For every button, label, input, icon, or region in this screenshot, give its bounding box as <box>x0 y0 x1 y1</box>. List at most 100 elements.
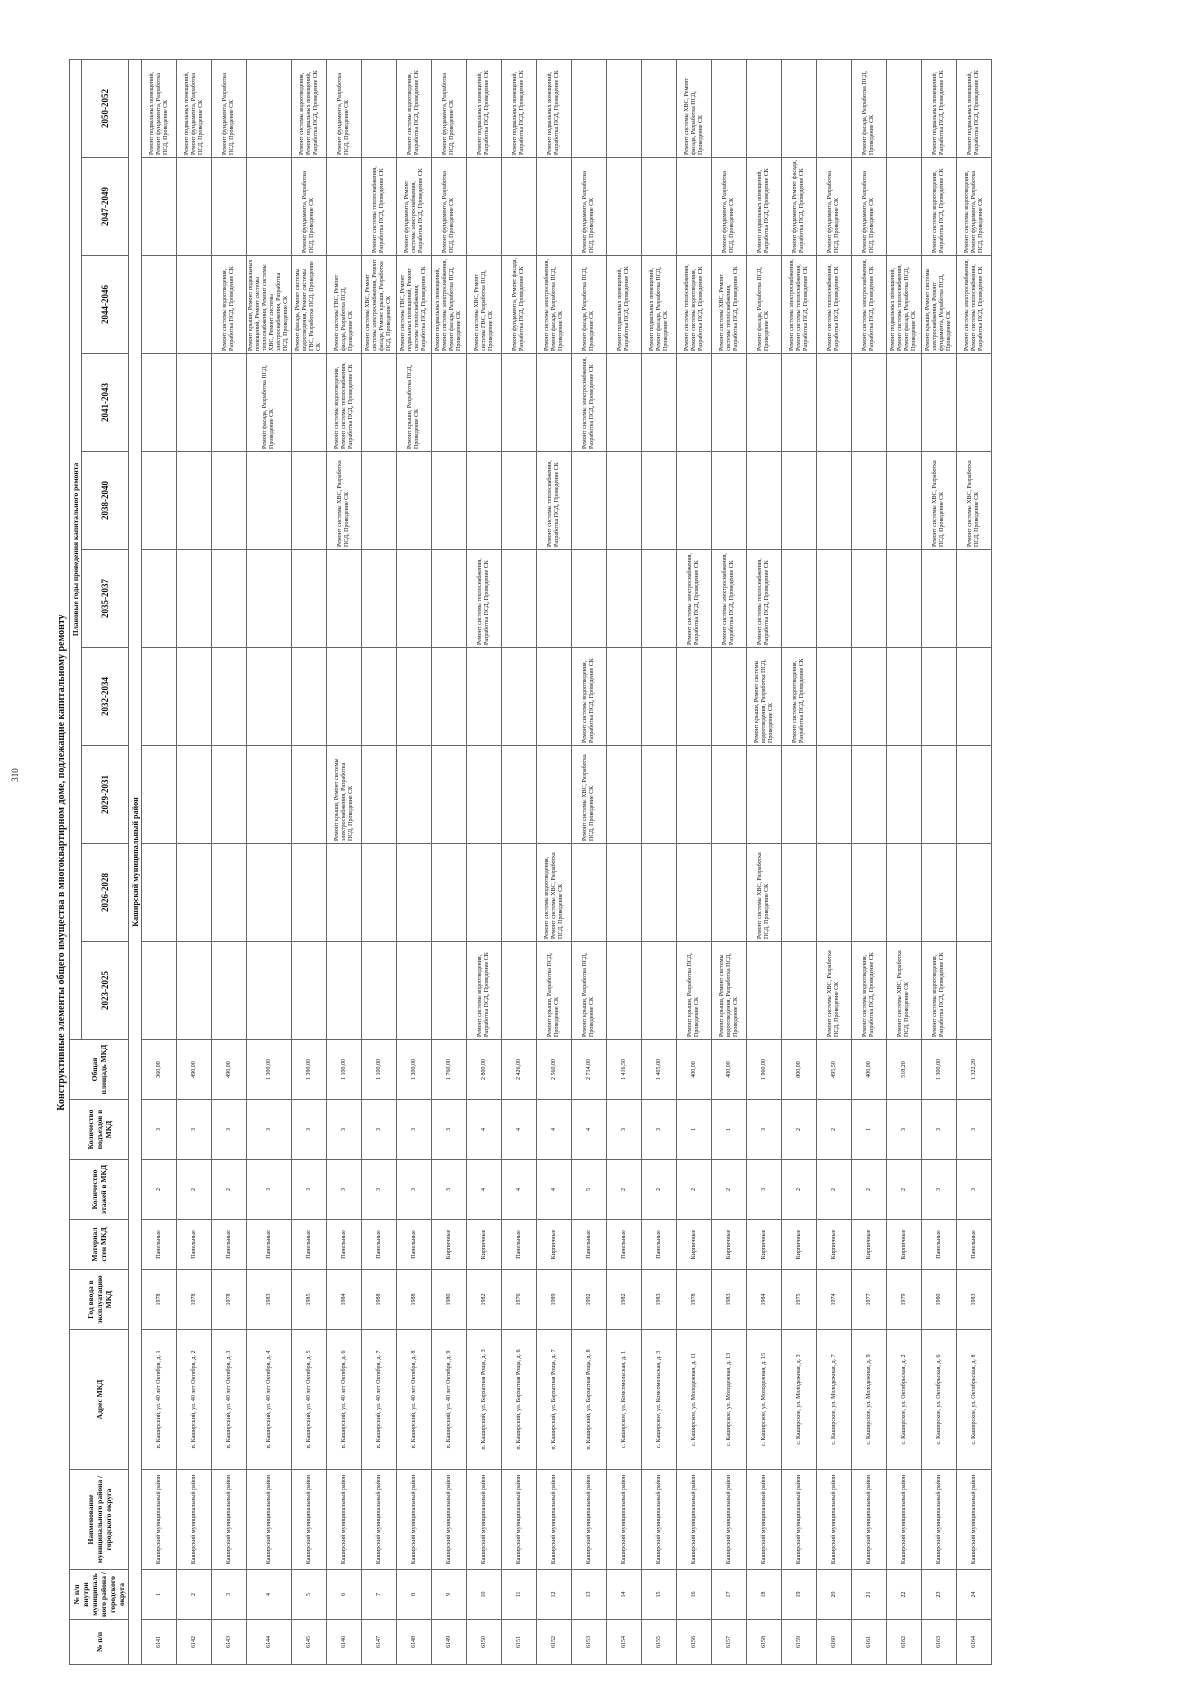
table-cell: 6142 <box>176 1619 212 1665</box>
table-cell: 2 560,00 <box>536 1039 572 1100</box>
table-cell: 6156 <box>676 1619 712 1665</box>
empty-cell <box>571 843 607 942</box>
empty-cell <box>641 549 677 648</box>
table-cell: 12 <box>536 1569 572 1620</box>
empty-cell <box>711 647 747 746</box>
table-cell: Ремонт фундамента, Ремонт фасада, Разраб… <box>501 255 537 354</box>
table-cell: Ремонт системы ХВС, Ремонт фасада, Разра… <box>676 59 712 158</box>
column-header: Общая площадь МКД <box>69 1039 129 1100</box>
table-cell: 1983 <box>641 1269 677 1330</box>
table-cell: Ремонт подвальных помещений, Ремонт фунд… <box>141 59 177 158</box>
table-cell: Каширский муниципальный район <box>431 1469 467 1570</box>
table-cell: Ремонт подвальных помещений, Разработка … <box>956 59 992 158</box>
empty-cell <box>211 941 247 1040</box>
empty-cell <box>956 353 992 452</box>
table-cell: 6155 <box>641 1619 677 1665</box>
table-cell: Ремонт подвальных помещений, Разработка … <box>536 59 572 158</box>
empty-cell <box>886 59 922 158</box>
table-cell: Ремонт системы ХВС, Ремонт системы ГВС, … <box>466 255 502 354</box>
table-cell: 6145 <box>291 1619 327 1665</box>
table-cell: Каширский муниципальный район <box>746 1469 782 1570</box>
table-cell: 1 760,00 <box>431 1039 467 1100</box>
table-cell: Панельные <box>396 1219 432 1270</box>
table-cell: 1980 <box>431 1269 467 1330</box>
table-cell: Ремонт системы водоотведения, Разработка… <box>851 941 887 1040</box>
table-cell: Ремонт системы ХВС, Разработка ПСД, Пров… <box>886 941 922 1040</box>
empty-cell <box>956 941 992 1040</box>
empty-cell <box>141 843 177 942</box>
table-cell: Ремонт системы водоотведения, Ремонт сис… <box>326 353 362 452</box>
table-row: 6161 21 Каширский муниципальный район с. Ка… <box>851 59 887 1665</box>
table-row: 6148 8 Каширский муниципальный район п. Каш… <box>396 59 432 1665</box>
empty-cell <box>291 353 327 452</box>
table-cell: 4 <box>536 1159 572 1220</box>
table-cell: Каширский муниципальный район <box>466 1469 502 1570</box>
table-cell: Кирпичные <box>711 1219 747 1270</box>
empty-cell <box>536 745 572 844</box>
empty-cell <box>676 843 712 942</box>
table-cell: 2 <box>641 1159 677 1220</box>
empty-cell <box>921 647 957 746</box>
table-cell: 6152 <box>536 1619 572 1665</box>
table-cell: 1 405,00 <box>641 1039 677 1100</box>
empty-cell <box>641 647 677 746</box>
empty-cell <box>536 647 572 746</box>
empty-cell <box>361 941 397 1040</box>
table-cell: с. Каширское, ул. Молодежная, д. 11 <box>676 1329 712 1470</box>
table-cell: Ремонт фундамента, Разработка ПСД, Прове… <box>326 59 362 158</box>
table-cell: 14 <box>606 1569 642 1620</box>
table-cell: 3 <box>396 1099 432 1160</box>
table-cell: Ремонт подвальных помещений, Разработка … <box>606 255 642 354</box>
table-cell: Ремонт системы водоотведения, Ремонт сис… <box>536 843 572 942</box>
empty-cell <box>711 745 747 844</box>
empty-cell <box>816 353 852 452</box>
empty-cell <box>641 157 677 256</box>
column-header: № п/п внутри муниципального района / гор… <box>69 1569 129 1620</box>
empty-cell <box>781 59 817 158</box>
table-cell: 1985 <box>291 1269 327 1330</box>
empty-cell <box>291 549 327 648</box>
table-cell: 1977 <box>851 1269 887 1330</box>
table-cell: Ремонт крыши, Ремонт подвальных помещени… <box>246 255 292 354</box>
table-cell: п. Каширский, ул. 40 лет Октября, д. 6 <box>326 1329 362 1470</box>
table-cell: Ремонт системы ХВС, Ремонт системы тепло… <box>711 255 747 354</box>
table-cell: 6160 <box>816 1619 852 1665</box>
table-cell: с. Каширское, ул. Октябрьская, д. 8 <box>956 1329 992 1470</box>
table-cell: 2 714,00 <box>571 1039 607 1100</box>
table-cell: 1 300,00 <box>246 1039 292 1100</box>
table-cell: Панельные <box>641 1219 677 1270</box>
empty-cell <box>211 157 247 256</box>
table-cell: п. Каширский, ул. 40 лет Октября, д. 1 <box>141 1329 177 1470</box>
table-cell: Ремонт системы электроснабжения, Разрабо… <box>571 353 607 452</box>
empty-cell <box>921 843 957 942</box>
table-cell: 1 <box>711 1099 747 1160</box>
table-cell: 4 <box>536 1099 572 1160</box>
table-cell: 1 416,50 <box>606 1039 642 1100</box>
table-cell: 1 <box>676 1099 712 1160</box>
empty-cell <box>141 941 177 1040</box>
year-header: 2050-2052 <box>81 59 129 158</box>
table-cell: 518,20 <box>886 1039 922 1100</box>
table-cell: 3 <box>211 1569 247 1620</box>
table-cell: Панельные <box>956 1219 992 1270</box>
table-cell: 6158 <box>746 1619 782 1665</box>
empty-cell <box>606 941 642 1040</box>
empty-cell <box>571 59 607 158</box>
empty-cell <box>396 843 432 942</box>
document-title: Конструктивные элементы общего имущества… <box>56 614 67 1111</box>
empty-cell <box>641 451 677 550</box>
empty-cell <box>921 745 957 844</box>
table-cell: 6163 <box>921 1619 957 1665</box>
empty-cell <box>361 843 397 942</box>
table-cell: 7 <box>361 1569 397 1620</box>
empty-cell <box>246 745 292 844</box>
table-cell: Ремонт фундамента, Разработка ПСД, Прове… <box>431 59 467 158</box>
empty-cell <box>291 647 327 746</box>
table-cell: 490,00 <box>176 1039 212 1100</box>
table-cell: 6164 <box>956 1619 992 1665</box>
table-cell: 2 <box>781 1099 817 1160</box>
empty-cell <box>676 647 712 746</box>
table-cell: Каширский муниципальный район <box>956 1469 992 1570</box>
table-cell: 2 800,00 <box>466 1039 502 1100</box>
table-cell: 3 <box>211 1099 247 1160</box>
